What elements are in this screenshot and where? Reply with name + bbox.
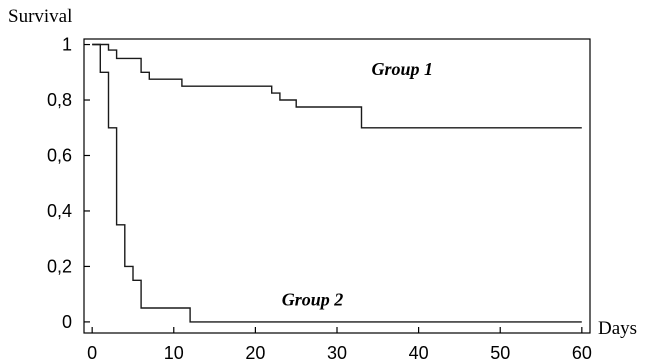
y-tick-label: 1	[62, 35, 72, 55]
y-tick-label: 0,4	[47, 201, 72, 221]
y-tick-label: 0,2	[47, 256, 72, 276]
series-group	[92, 43, 582, 323]
series-label-group-1: Group 1	[372, 59, 434, 79]
x-tick-label: 60	[572, 343, 592, 360]
series-line-group-2	[92, 43, 582, 323]
x-tick-label: 30	[327, 343, 347, 360]
x-tick-label: 20	[245, 343, 265, 360]
series-label-group-2: Group 2	[282, 289, 344, 309]
series-labels: Group 1 Group 2	[282, 59, 433, 309]
x-tick-label: 0	[87, 343, 97, 360]
y-tick-label: 0,6	[47, 145, 72, 165]
y-tick-label: 0	[62, 312, 72, 332]
axis-ticks: 0 10 20 30 40 50 60 0 0,2 0,4 0,6 0,8 1	[47, 35, 592, 360]
y-axis-title: Survival	[8, 6, 72, 27]
x-axis-title: Days	[598, 318, 637, 339]
x-tick-label: 40	[409, 343, 429, 360]
series-line-group-1	[92, 43, 582, 129]
x-tick-label: 10	[164, 343, 184, 360]
x-tick-label: 50	[490, 343, 510, 360]
y-tick-label: 0,8	[47, 90, 72, 110]
